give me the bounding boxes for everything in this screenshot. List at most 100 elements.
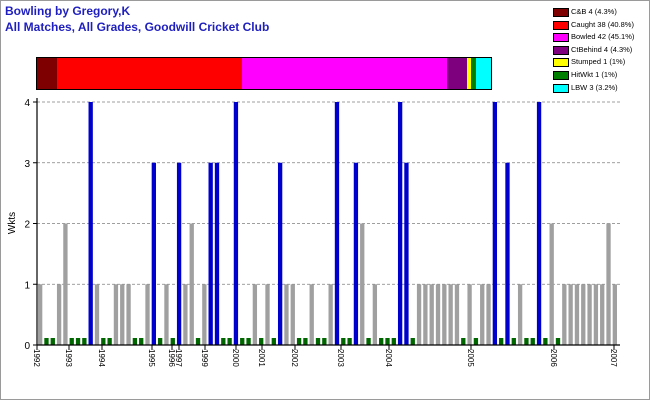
bar: [145, 284, 150, 345]
bar: [360, 223, 365, 345]
bar: [423, 284, 428, 345]
bar: [265, 284, 270, 345]
bar: [195, 338, 201, 345]
bar: [208, 162, 213, 345]
bar: [126, 284, 131, 345]
bar: [600, 284, 605, 345]
chart-title: Bowling by Gregory,K: [5, 4, 131, 18]
bar: [315, 338, 321, 345]
bar: [69, 338, 74, 345]
bar: [132, 338, 138, 345]
y-tick-label: 1: [24, 280, 30, 291]
bar: [240, 338, 245, 345]
bar: [328, 284, 333, 345]
bar: [499, 338, 504, 345]
legend-label: HitWkt 1 (1%): [571, 69, 618, 79]
bar: [385, 338, 390, 345]
bar: [562, 284, 567, 345]
legend-swatch: [553, 58, 569, 68]
x-tick-label: 2003: [336, 349, 345, 367]
bar: [612, 284, 617, 345]
summary-segment: [466, 58, 472, 89]
bar: [94, 284, 100, 345]
summary-segment: [476, 58, 491, 89]
bar: [397, 102, 403, 345]
legend-item: Bowled 42 (45.1%): [553, 31, 647, 43]
bar: [120, 284, 125, 345]
bar: [410, 338, 415, 345]
bar: [581, 284, 586, 345]
bar: [252, 284, 258, 345]
bar: [107, 338, 112, 345]
bar: [75, 338, 81, 345]
bar: [467, 284, 472, 345]
summary-segment: [56, 58, 243, 89]
x-tick-label: 1992: [32, 349, 41, 367]
bar: [435, 284, 441, 345]
x-tick-label: 2002: [290, 349, 299, 367]
bar: [536, 102, 542, 345]
y-tick-label: 3: [24, 159, 30, 170]
bar: [429, 284, 434, 345]
x-tick-label: 1995: [147, 349, 156, 367]
bar: [492, 102, 498, 345]
bar: [214, 162, 220, 345]
legend-label: C&B 4 (4.3%): [571, 7, 617, 16]
bar: [517, 284, 523, 345]
bar: [82, 338, 87, 345]
legend-swatch: [553, 33, 569, 43]
bar: [353, 162, 359, 345]
x-tick-label: 2006: [549, 349, 558, 367]
bar: [543, 338, 548, 345]
summary-segment: [37, 58, 57, 89]
legend-item: C&B 4 (4.3%): [553, 6, 647, 18]
bar: [221, 338, 226, 345]
bar: [549, 223, 554, 345]
x-tick-label: 1993: [64, 349, 73, 367]
bar: [555, 338, 561, 345]
bar: [227, 338, 232, 345]
bar: [183, 284, 188, 345]
x-tick-label: 2000: [231, 349, 240, 367]
legend-label: LBW 3 (3.2%): [571, 82, 618, 92]
summary-segment: [447, 58, 467, 89]
summary-segment: [242, 58, 448, 89]
x-tick-label: 2001: [257, 349, 266, 367]
bar: [448, 284, 453, 345]
y-tick-label: 0: [24, 341, 30, 352]
bar: [391, 338, 396, 345]
bar: [587, 284, 592, 345]
bar: [44, 338, 49, 345]
bar: [461, 338, 466, 345]
bar: [189, 223, 194, 345]
bar: [593, 284, 599, 345]
bar: [309, 284, 314, 345]
bar: [277, 162, 283, 345]
legend-item: LBW 3 (3.2%): [553, 82, 647, 94]
bar: [379, 338, 384, 345]
bar: [511, 338, 516, 345]
bar: [606, 223, 611, 345]
bar: [259, 338, 264, 345]
bar: [290, 284, 295, 345]
x-tick-label: 1997: [174, 349, 183, 367]
chart-subtitle: All Matches, All Grades, Goodwill Cricke…: [5, 20, 270, 34]
bar: [233, 102, 239, 345]
legend-label: Bowled 42 (45.1%): [571, 32, 635, 42]
legend-label: Caught 38 (40.8%): [571, 19, 634, 29]
bar: [480, 284, 485, 345]
x-tick-label: 2007: [609, 349, 618, 367]
y-tick-label: 4: [24, 98, 30, 109]
bar: [524, 338, 529, 345]
bar: [486, 284, 491, 345]
legend-item: Stumped 1 (1%): [553, 56, 647, 68]
bar: [139, 338, 144, 345]
x-tick-label: 1999: [200, 349, 209, 367]
bar: [56, 284, 62, 345]
bar: [113, 284, 119, 345]
bar: [151, 162, 156, 345]
bar: [38, 284, 43, 345]
bar: [530, 338, 535, 345]
bar: [303, 338, 308, 345]
